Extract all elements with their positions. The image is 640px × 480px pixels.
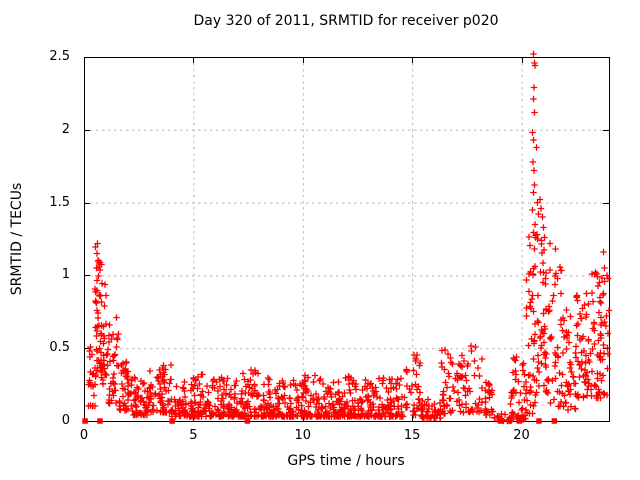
x-tick-label: 5: [189, 428, 198, 443]
y-tick-label: 0: [61, 413, 70, 428]
y-tick-label: 1: [61, 267, 70, 283]
data-points-layer: [85, 50, 613, 425]
y-tick-label: 0.5: [49, 340, 70, 356]
plot-border: [84, 57, 610, 422]
y-tick-label: 2.5: [49, 49, 70, 64]
chart-title: Day 320 of 2011, SRMTID for receiver p02…: [193, 13, 499, 29]
x-tick-label: 0: [79, 428, 89, 443]
zero-squares-layer: [82, 418, 558, 424]
x-tick-label: 15: [403, 428, 421, 443]
y-tick-label: 1.5: [49, 194, 70, 210]
y-tick-label: 2: [61, 121, 70, 137]
x-tick-label: 10: [294, 428, 312, 443]
x-axis-label: GPS time / hours: [287, 453, 405, 469]
grid-layer: [84, 57, 609, 421]
x-tick-label: 20: [513, 428, 530, 443]
